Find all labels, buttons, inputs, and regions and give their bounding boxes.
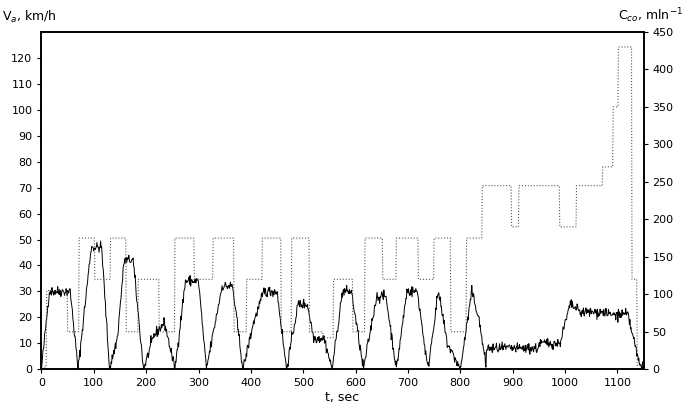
Text: V$_a$, km/h: V$_a$, km/h (2, 9, 57, 25)
X-axis label: t, sec: t, sec (325, 391, 360, 404)
Text: C$_{co}$, mln$^{-1}$: C$_{co}$, mln$^{-1}$ (618, 7, 683, 25)
